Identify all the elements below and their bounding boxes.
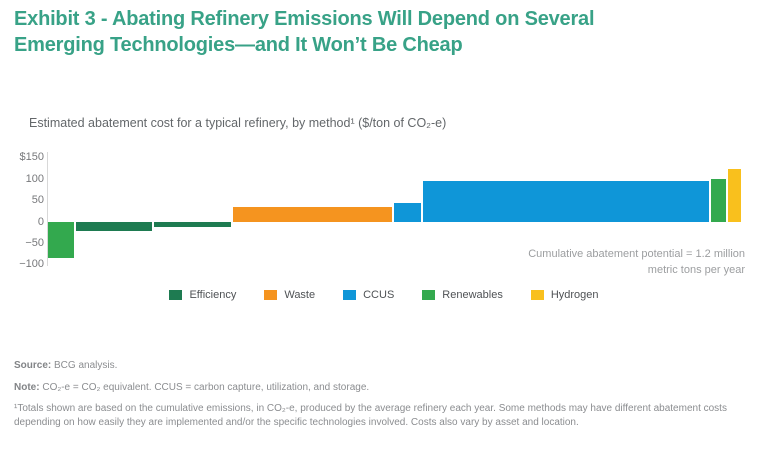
legend-label: Efficiency	[189, 289, 237, 301]
source-text: BCG analysis.	[51, 360, 118, 371]
annotation-line-1: Cumulative abatement potential = 1.2 mil…	[528, 248, 745, 260]
y-tick-label: −50	[25, 236, 44, 249]
y-tick-label: $150	[19, 151, 44, 164]
exhibit-title: Exhibit 3 - Abating Refinery Emissions W…	[14, 8, 595, 56]
legend-label: Waste	[284, 289, 316, 301]
bar-renewables	[710, 179, 727, 222]
legend-item-efficiency: Efficiency	[169, 289, 236, 301]
source-label: Source:	[14, 360, 52, 371]
bar-ccus	[423, 181, 709, 222]
chart-legend: Efficiency Waste CCUS Renewables Hydrogen	[0, 289, 768, 301]
legend-item-ccus: CCUS	[343, 289, 394, 301]
legend-swatch-icon	[422, 290, 436, 300]
legend-swatch-icon	[343, 290, 357, 300]
legend-label: Hydrogen	[550, 289, 599, 301]
y-tick-label: 0	[37, 215, 44, 228]
source-line: Source: BCG analysis.	[14, 359, 762, 373]
bar-waste	[232, 207, 392, 222]
cumulative-potential-annotation: Cumulative abatement potential = 1.2 mil…	[528, 247, 745, 278]
y-tick-label: −100	[19, 258, 44, 271]
note-line: Note: CO₂-e = CO₂ equivalent. CCUS = car…	[14, 381, 762, 395]
y-tick-label: 100	[25, 172, 44, 185]
y-tick-label: 50	[31, 194, 44, 207]
legend-swatch-icon	[169, 290, 183, 300]
legend-item-hydrogen: Hydrogen	[530, 289, 599, 301]
bar-efficiency	[75, 222, 153, 232]
note-text: CO₂-e = CO₂ equivalent. CCUS = carbon ca…	[39, 381, 370, 393]
annotation-line-2: metric tons per year	[647, 263, 745, 276]
bar-hydrogen	[728, 168, 742, 222]
bar-efficiency	[154, 222, 231, 228]
legend-item-renewables: Renewables	[422, 289, 503, 301]
legend-label: Renewables	[442, 289, 503, 301]
bar-series	[48, 150, 742, 268]
bar-renewables	[48, 222, 74, 259]
footer: Source: BCG analysis. Note: CO₂-e = CO₂ …	[14, 359, 762, 437]
y-axis-line	[47, 152, 48, 266]
legend-swatch-icon	[264, 290, 278, 300]
legend-swatch-icon	[530, 290, 544, 300]
bar-ccus	[393, 202, 422, 222]
chart-subtitle: Estimated abatement cost for a typical r…	[29, 116, 447, 130]
abatement-cost-chart: $150 100 50 0 −50 −100	[0, 150, 768, 271]
legend-label: CCUS	[363, 289, 395, 301]
note-label: Note:	[14, 381, 40, 393]
legend-item-waste: Waste	[264, 289, 315, 301]
footnote-line: ¹Totals shown are based on the cumulativ…	[14, 403, 727, 428]
